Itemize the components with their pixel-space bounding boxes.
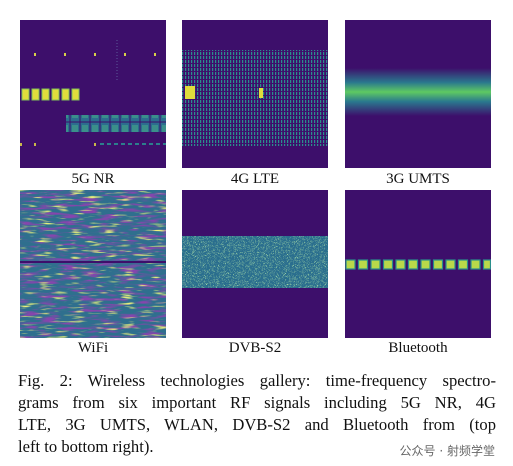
panel-label: 4G LTE <box>230 171 280 187</box>
panel-label: WiFi <box>77 340 109 356</box>
caption-line: grams from six important RF signals incl… <box>18 393 496 412</box>
caption-line: left to bottom right). <box>18 437 154 456</box>
spectrogram-4g-lte <box>182 20 328 168</box>
panel-label: Bluetooth <box>388 340 448 356</box>
spectrogram-3g-umts <box>345 20 491 168</box>
caption-line: Fig. 2: Wireless technologies gallery: t… <box>18 371 496 390</box>
spectrogram-5g-nr <box>20 20 166 168</box>
panel-label: 5G NR <box>71 171 115 187</box>
spectrogram-wifi <box>20 190 166 338</box>
spectrogram-bluetooth <box>345 190 491 338</box>
spectrogram-dvb-s2 <box>182 190 328 338</box>
watermark: 公众号 · 射频学堂 <box>395 441 499 460</box>
caption-line: LTE, 3G UMTS, WLAN, DVB-S2 and Bluetooth… <box>18 415 496 434</box>
panel-label: 3G UMTS <box>386 171 450 187</box>
panel-label: DVB-S2 <box>228 340 282 356</box>
